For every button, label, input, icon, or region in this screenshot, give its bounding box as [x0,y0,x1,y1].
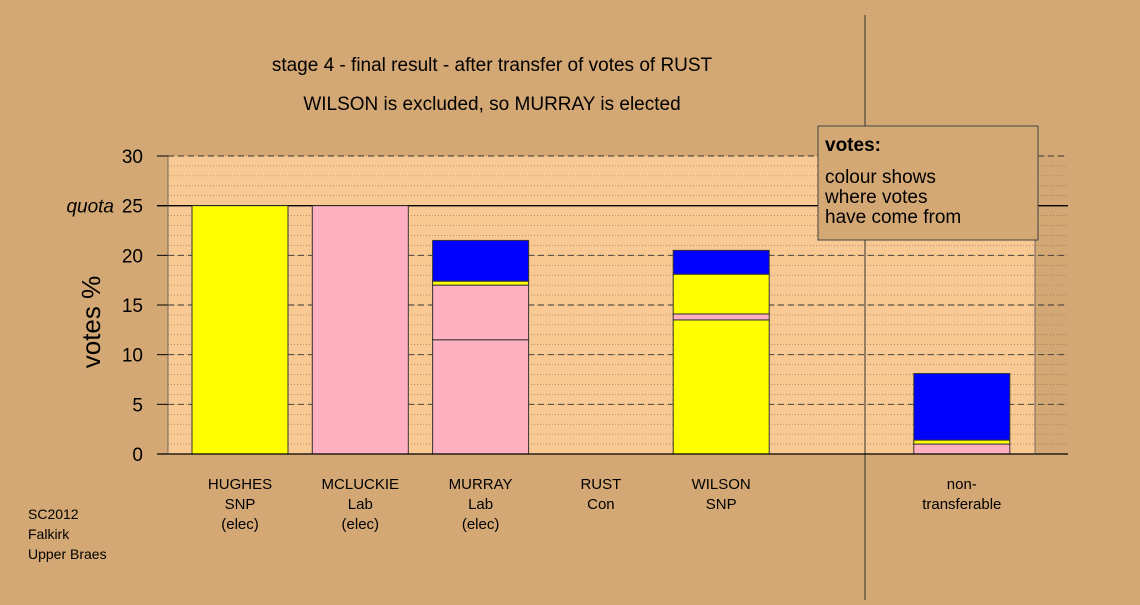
bar-segment [432,239,530,282]
note: Upper Braes [28,546,107,562]
bar-segment [311,205,409,455]
bar-segment [913,443,1011,455]
bar-segment [432,280,530,286]
y-tick-label: 0 [132,445,143,466]
bar-segment [432,339,530,455]
x-tick-label: RUST [580,476,621,493]
y-tick-label: 30 [122,147,143,168]
x-tick-label: (elec) [221,516,259,533]
bar-segment [672,319,770,455]
y-tick-label: 20 [122,246,143,267]
bar-segment [672,313,770,321]
chart-title: stage 4 - final result - after transfer … [272,55,713,76]
legend-text: where votes [824,187,927,208]
x-tick-label: MCLUCKIE [322,476,400,493]
bar-segment [913,373,1011,441]
bar-segment [432,284,530,341]
x-tick-label: (elec) [342,516,380,533]
legend-title: votes: [825,135,881,156]
quota-label: quota [66,197,114,218]
x-tick-label: SNP [706,496,737,513]
y-tick-label: 5 [132,395,143,416]
chart-subtitle: WILSON is excluded, so MURRAY is elected [303,94,680,115]
x-tick-label: HUGHES [208,476,272,493]
y-axis-label: votes % [76,276,106,369]
x-tick-label: WILSON [692,476,751,493]
x-tick-label: transferable [922,496,1001,513]
x-tick-label: Con [587,496,615,513]
bar-segment [191,205,289,455]
bar-segment [913,439,1011,445]
note: SC2012 [28,506,79,522]
legend-text: colour shows [825,167,936,188]
x-tick-label: Lab [468,496,493,513]
x-tick-label: non- [947,476,977,493]
y-tick-label: 15 [122,296,143,317]
note: Falkirk [28,526,70,542]
bar-segment [672,249,770,275]
y-tick-label: 10 [122,346,143,367]
x-tick-label: MURRAY [449,476,513,493]
x-tick-label: (elec) [462,516,500,533]
bar-segment [672,273,770,315]
x-tick-label: Lab [348,496,373,513]
legend-text: have come from [825,207,961,228]
y-tick-label: 25 [122,197,143,218]
legend-box [817,125,1039,241]
x-tick-label: SNP [225,496,256,513]
